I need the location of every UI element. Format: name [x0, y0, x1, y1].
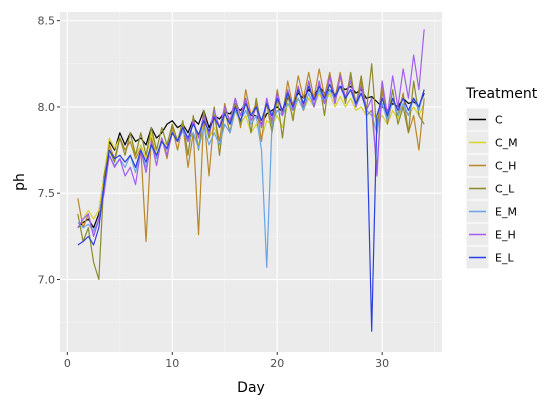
legend-item: E_M: [465, 199, 517, 224]
y-axis-title: ph: [12, 173, 28, 191]
x-tick-label: 30: [375, 357, 389, 370]
legend-items: C C_M C_H C_L E_M E_H E_L: [465, 107, 518, 270]
legend-item: E_L: [465, 245, 514, 270]
legend-item: C_H: [465, 153, 516, 178]
legend-label: C_L: [495, 183, 515, 196]
series-line-e-l: [77, 83, 425, 332]
y-tick-label: 8.0: [38, 101, 56, 114]
legend-label: C: [495, 114, 503, 127]
x-tick-label: 20: [270, 357, 284, 370]
x-axis: 0 10 20 30: [64, 352, 389, 370]
y-tick-label: 7.0: [38, 274, 56, 287]
y-tick-label: 8.5: [38, 15, 56, 28]
legend-item: E_H: [465, 222, 516, 247]
legend-item: C_L: [465, 176, 515, 201]
x-tick-label: 10: [165, 357, 179, 370]
legend-label: C_H: [495, 160, 516, 173]
series-layer: [77, 29, 425, 332]
y-tick-label: 7.5: [38, 187, 56, 200]
x-axis-title: Day: [237, 380, 265, 396]
plot-panel: [60, 12, 442, 352]
legend-label: C_M: [495, 137, 518, 150]
legend: Treatment C C_M C_H C_L E_M E_H E_L: [465, 86, 544, 270]
legend-title: Treatment: [465, 86, 538, 102]
grid-major: [60, 12, 442, 352]
x-tick-label: 0: [64, 357, 71, 370]
legend-label: E_L: [495, 252, 514, 265]
y-axis: 7.0 7.5 8.0 8.5: [38, 15, 60, 287]
legend-label: E_M: [495, 206, 517, 219]
legend-label: E_H: [495, 229, 516, 242]
